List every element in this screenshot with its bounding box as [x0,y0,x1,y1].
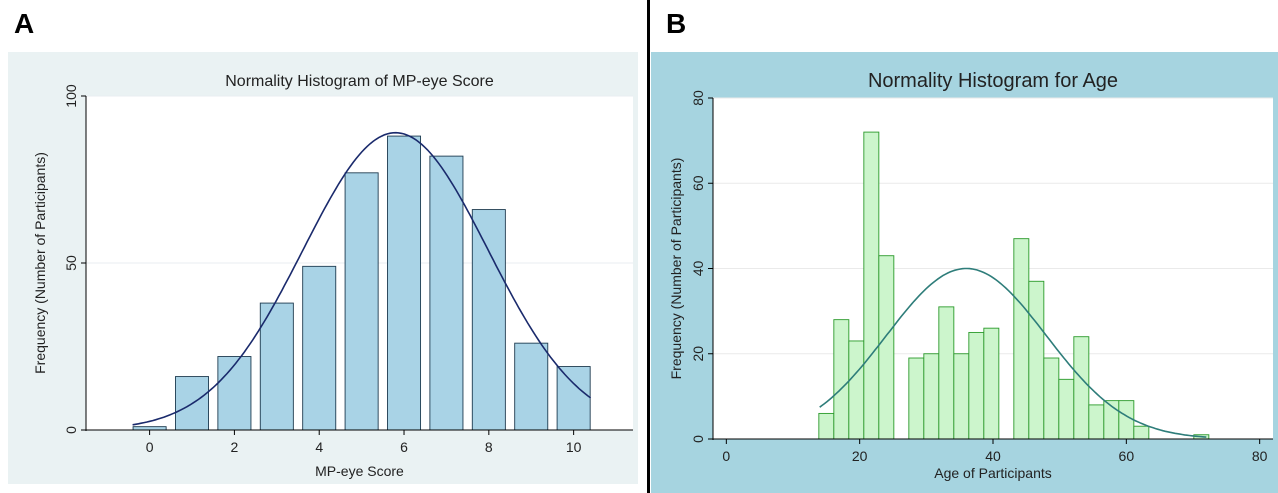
charta-bar-4 [302,265,337,431]
chartb-bar-7 [923,353,940,440]
charta-y-tick-label-0: 0 [63,426,79,434]
chartb-bar-2 [848,340,865,440]
chartb-y-tick-label-0: 0 [690,435,706,443]
charta-x-tick-label-0: 0 [146,439,154,455]
chartb-x-tick-label-2: 40 [985,448,1001,464]
charta-x-tick-label-5: 10 [566,439,582,455]
charta-bar-7 [429,155,464,431]
charta-x-axis-label: MP-eye Score [315,463,404,479]
chartb-bar-4 [878,255,895,440]
charta-bar-6 [387,135,422,431]
chartb-bar-11 [983,327,1000,440]
chartb-title: Normality Histogram for Age [868,70,1118,92]
chartb-x-tick-label-4: 80 [1252,448,1268,464]
charta-bar-10 [556,366,591,431]
charta-y-tick-label-1: 50 [63,255,79,271]
chartb-bar-17 [1073,336,1090,440]
chartb-bar-1 [833,319,850,440]
chartb-bar-18 [1088,404,1105,440]
chartb-bar-21 [1133,425,1150,440]
chartb-y-axis-label: Frequency (Number of Participants) [668,158,684,380]
chartb-y-tick-label-3: 60 [690,175,706,191]
panel-divider [647,0,650,493]
charta-normal-curve [132,131,592,426]
panel-a-label: A [14,8,35,39]
chartb-bar-6 [908,357,925,440]
chartb-bar-13 [1013,238,1030,440]
chartb-bar-16 [1058,378,1075,440]
chartb-bar-10 [968,331,985,440]
chartb-x-tick-label-1: 20 [852,448,868,464]
charta-bar-3 [259,302,294,431]
charta-y-tick-label-2: 100 [63,84,79,108]
chartb-bar-9 [953,353,970,440]
chartb-y-tick-label-2: 40 [690,261,706,277]
chartb-x-axis-label: Age of Participants [934,465,1052,481]
chartb-bar-8 [938,306,955,440]
chartb-bar-3 [863,131,880,440]
chartb-x-tick-label-3: 60 [1119,448,1135,464]
charta-bar-2 [217,356,252,431]
charta-x-tick-label-4: 8 [485,439,493,455]
chartb-normal-curve [819,267,1207,438]
chartb-x-tick-label-0: 0 [722,448,730,464]
chartb-bar-14 [1028,280,1045,440]
charta-bar-9 [514,342,549,431]
chartb-bar-0 [818,412,835,440]
chartb-bar-15 [1043,357,1060,440]
age-histogram: 0 20 40 60 80 0 20 40 60 80 Normality Histogram fo… [651,52,1278,493]
charta-x-tick-label-1: 2 [231,439,239,455]
chartb-bar-20 [1118,400,1135,440]
charta-x-tick-label-2: 4 [315,439,323,455]
charta-title: Normality Histogram of MP-eye Score [225,73,494,90]
charta-y-axis-label: Frequency (Number of Participants) [32,152,48,374]
panel-b-label: B [666,8,687,39]
charta-bar-8 [471,209,506,431]
chartb-y-tick-label-4: 80 [690,90,706,106]
charta-bar-5 [344,172,379,431]
chartb-y-tick-label-1: 20 [690,346,706,362]
charta-x-tick-label-3: 6 [400,439,408,455]
charta-bar-0 [132,426,167,431]
